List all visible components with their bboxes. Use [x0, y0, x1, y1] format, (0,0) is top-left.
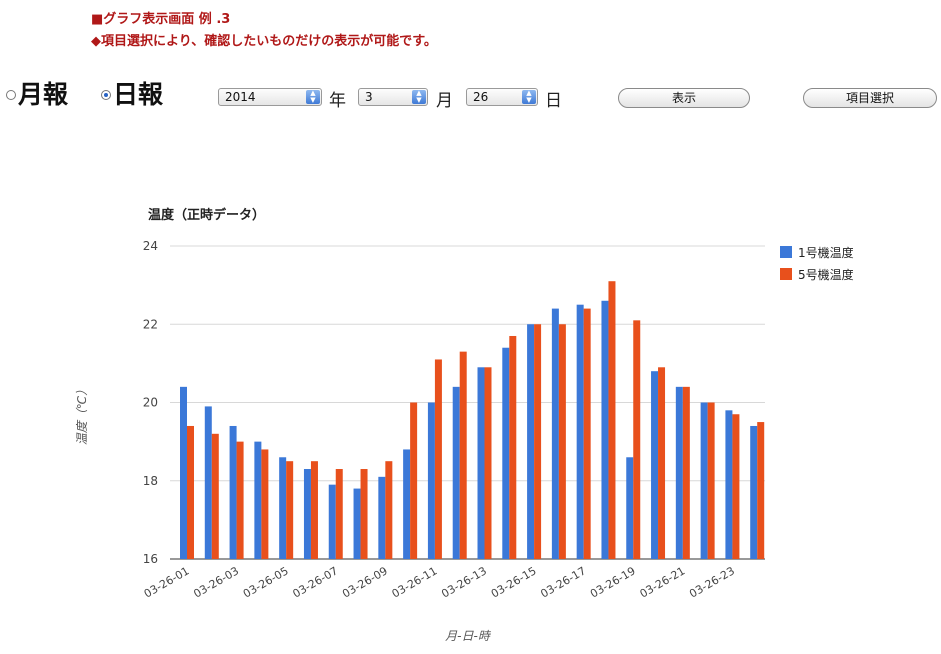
radio-monthly-button[interactable]	[6, 90, 16, 100]
bar-1	[651, 371, 659, 559]
bar-2	[682, 386, 690, 559]
bar-2	[608, 281, 616, 559]
bar-1	[229, 425, 237, 559]
item-select-button[interactable]: 項目選択	[803, 88, 937, 108]
show-button[interactable]: 表示	[618, 88, 750, 108]
bar-1	[750, 425, 758, 559]
bar-2	[484, 367, 492, 559]
radio-monthly-label: 月報	[18, 80, 69, 109]
bar-1	[452, 386, 460, 559]
bar-1	[551, 308, 559, 559]
x-tick-label: 03-26-05	[241, 564, 291, 600]
month-select-value: 3	[365, 90, 373, 104]
radio-daily-button[interactable]	[101, 90, 111, 100]
bar-1	[576, 304, 584, 559]
bar-1	[328, 484, 336, 559]
radio-daily[interactable]: 日報	[101, 82, 163, 108]
bar-1	[254, 441, 262, 559]
bar-2	[434, 359, 442, 559]
month-select-arrow-icon: ▲ ▼	[412, 90, 426, 104]
bar-2	[583, 308, 591, 559]
bar-2	[261, 449, 269, 559]
x-tick-label: 03-26-03	[191, 564, 241, 600]
y-tick-label: 18	[143, 474, 158, 488]
y-axis-label: 温度（℃）	[75, 384, 89, 445]
bar-2	[658, 367, 666, 559]
bar-1	[427, 402, 435, 559]
day-select[interactable]: 26 ▲ ▼	[466, 88, 538, 106]
bar-2	[509, 335, 517, 559]
day-unit: 日	[545, 91, 562, 111]
x-axis-label: 月-日-時	[445, 629, 492, 643]
bar-2	[385, 461, 393, 559]
bar-1	[601, 300, 609, 559]
bar-2	[410, 402, 418, 559]
bar-2	[310, 461, 318, 559]
legend-swatch-1	[780, 246, 792, 258]
bar-2	[707, 402, 715, 559]
x-tick-label: 03-26-01	[142, 564, 192, 600]
bar-2	[187, 425, 194, 559]
chart-title: 温度（正時データ）	[148, 207, 265, 223]
x-tick-label: 03-26-17	[538, 564, 588, 600]
bar-1	[477, 367, 485, 559]
x-tick-label: 03-26-23	[687, 564, 737, 600]
bar-1	[279, 457, 287, 559]
bar-1	[180, 386, 187, 559]
bar-1	[527, 324, 535, 559]
y-tick-label: 20	[143, 396, 158, 410]
month-select[interactable]: 3 ▲ ▼	[358, 88, 428, 106]
bar-2	[286, 461, 294, 559]
bar-1	[626, 457, 634, 559]
radio-monthly[interactable]: 月報	[6, 82, 68, 108]
bar-2	[534, 324, 542, 559]
year-select-value: 2014	[225, 90, 256, 104]
y-tick-label: 24	[143, 239, 158, 253]
note-title: ■グラフ表示画面 例 .3	[91, 12, 231, 27]
day-select-value: 26	[473, 90, 489, 104]
x-tick-label: 03-26-15	[489, 564, 539, 600]
year-select[interactable]: 2014 ▲ ▼	[218, 88, 322, 106]
y-tick-label: 22	[143, 317, 158, 331]
y-tick-label: 16	[143, 552, 158, 566]
bar-2	[732, 414, 740, 559]
day-select-arrow-icon: ▲ ▼	[522, 90, 536, 104]
bar-1	[378, 476, 386, 559]
year-select-arrow-icon: ▲ ▼	[306, 90, 320, 104]
bar-1	[403, 449, 411, 559]
bar-2	[335, 469, 343, 559]
bar-2	[236, 441, 244, 559]
bar-2	[211, 433, 219, 559]
radio-daily-label: 日報	[113, 80, 164, 109]
legend-label-2: 5号機温度	[798, 267, 854, 282]
bar-1	[700, 402, 708, 559]
bar-2	[633, 320, 641, 559]
bar-1	[725, 410, 733, 559]
bar-1	[502, 347, 510, 559]
legend-swatch-2	[780, 268, 792, 280]
note-description: ◆項目選択により、確認したいものだけの表示が可能です。	[91, 34, 437, 49]
x-tick-label: 03-26-09	[340, 564, 390, 600]
x-tick-label: 03-26-19	[588, 564, 638, 600]
x-tick-label: 03-26-07	[291, 564, 341, 600]
bar-2	[757, 422, 765, 559]
bar-2	[558, 324, 566, 559]
bar-1	[204, 406, 212, 559]
bar-2	[459, 351, 467, 559]
year-unit: 年	[329, 91, 346, 111]
x-tick-label: 03-26-11	[390, 564, 440, 600]
bar-1	[303, 469, 311, 559]
bar-1	[675, 386, 683, 559]
bar-2	[360, 469, 368, 559]
bar-1	[353, 488, 361, 559]
legend-label-1: 1号機温度	[798, 245, 854, 260]
x-tick-label: 03-26-13	[439, 564, 489, 600]
x-tick-label: 03-26-21	[638, 564, 688, 600]
month-unit: 月	[436, 91, 453, 111]
